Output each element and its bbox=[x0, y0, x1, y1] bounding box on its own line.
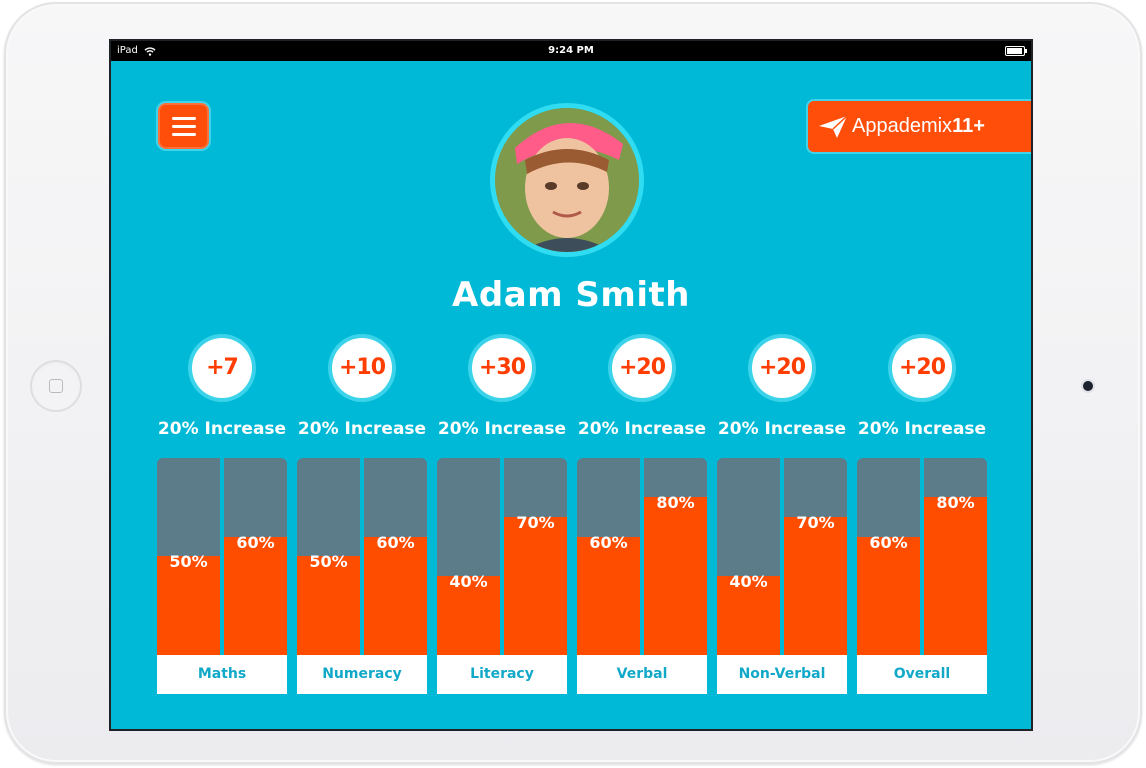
device-label: iPad bbox=[117, 45, 138, 56]
bar-fill bbox=[224, 537, 287, 655]
before-score-bar: 60% bbox=[857, 458, 920, 655]
bar-fill bbox=[857, 537, 920, 655]
bar-fill bbox=[924, 497, 987, 655]
status-time: 9:24 PM bbox=[548, 45, 594, 56]
score-change-badge: +20 bbox=[612, 338, 672, 398]
subject-column: +20 20% Increase 40% 70% Non-Verbal bbox=[717, 338, 847, 698]
before-score-bar: 50% bbox=[297, 458, 360, 655]
increase-text: 20% Increase bbox=[577, 419, 707, 439]
bar-percentage: 70% bbox=[796, 513, 835, 532]
after-score-bar: 70% bbox=[504, 458, 567, 655]
brand-name: Appademix bbox=[852, 115, 953, 137]
bar-percentage: 70% bbox=[516, 513, 555, 532]
bar-percentage: 60% bbox=[869, 533, 908, 552]
paper-plane-icon bbox=[819, 114, 848, 138]
student-avatar[interactable] bbox=[490, 103, 644, 257]
increase-text: 20% Increase bbox=[717, 419, 847, 439]
score-change-badge: +10 bbox=[332, 338, 392, 398]
bar-fill bbox=[504, 517, 567, 655]
before-score-bar: 40% bbox=[437, 458, 500, 655]
home-square-icon bbox=[49, 379, 63, 393]
subject-label[interactable]: Numeracy bbox=[297, 655, 427, 694]
after-score-bar: 70% bbox=[784, 458, 847, 655]
subject-label[interactable]: Overall bbox=[857, 655, 987, 694]
bar-fill bbox=[437, 576, 500, 655]
score-change-badge: +20 bbox=[752, 338, 812, 398]
bar-fill bbox=[577, 537, 640, 655]
menu-button[interactable] bbox=[158, 103, 209, 149]
bar-percentage: 80% bbox=[936, 493, 975, 512]
score-change-badge: +20 bbox=[892, 338, 952, 398]
hamburger-line bbox=[172, 125, 196, 128]
before-score-bar: 40% bbox=[717, 458, 780, 655]
score-change-badge: +30 bbox=[472, 338, 532, 398]
bar-percentage: 60% bbox=[236, 533, 275, 552]
battery-icon bbox=[1005, 46, 1027, 56]
bar-fill bbox=[364, 537, 427, 655]
bar-percentage: 60% bbox=[376, 533, 415, 552]
app-screen: iPad 9:24 PM Appademix 11+ bbox=[111, 41, 1031, 729]
after-score-bar: 80% bbox=[644, 458, 707, 655]
status-bar: iPad 9:24 PM bbox=[111, 41, 1031, 61]
subject-label[interactable]: Literacy bbox=[437, 655, 567, 694]
score-change-badge: +7 bbox=[192, 338, 252, 398]
subject-column: +20 20% Increase 60% 80% Overall bbox=[857, 338, 987, 698]
after-score-bar: 60% bbox=[364, 458, 427, 655]
after-score-bar: 80% bbox=[924, 458, 987, 655]
subject-column: +7 20% Increase 50% 60% Maths bbox=[157, 338, 287, 698]
subject-column: +20 20% Increase 60% 80% Verbal bbox=[577, 338, 707, 698]
subject-column: +10 20% Increase 50% 60% Numeracy bbox=[297, 338, 427, 698]
hamburger-line bbox=[172, 117, 196, 120]
increase-text: 20% Increase bbox=[437, 419, 567, 439]
wifi-icon bbox=[144, 46, 156, 56]
bar-fill bbox=[784, 517, 847, 655]
student-name: Adam Smith bbox=[452, 275, 690, 315]
after-score-bar: 60% bbox=[224, 458, 287, 655]
bar-percentage: 50% bbox=[309, 552, 348, 571]
subject-label[interactable]: Verbal bbox=[577, 655, 707, 694]
increase-text: 20% Increase bbox=[157, 419, 287, 439]
before-score-bar: 50% bbox=[157, 458, 220, 655]
before-score-bar: 60% bbox=[577, 458, 640, 655]
increase-text: 20% Increase bbox=[297, 419, 427, 439]
bar-fill bbox=[644, 497, 707, 655]
home-button[interactable] bbox=[30, 360, 82, 412]
brand-suffix: 11+ bbox=[952, 115, 985, 137]
increase-text: 20% Increase bbox=[857, 419, 987, 439]
subject-column: +30 20% Increase 40% 70% Literacy bbox=[437, 338, 567, 698]
brand-logo[interactable]: Appademix 11+ bbox=[808, 101, 1031, 152]
hamburger-line bbox=[172, 133, 196, 136]
bar-percentage: 40% bbox=[729, 572, 768, 591]
bar-percentage: 60% bbox=[589, 533, 628, 552]
avatar-photo bbox=[495, 108, 639, 252]
camera-icon bbox=[1083, 381, 1093, 391]
bar-percentage: 50% bbox=[169, 552, 208, 571]
bar-fill bbox=[297, 556, 360, 655]
subject-label[interactable]: Maths bbox=[157, 655, 287, 694]
bar-percentage: 80% bbox=[656, 493, 695, 512]
subject-label[interactable]: Non-Verbal bbox=[717, 655, 847, 694]
bar-percentage: 40% bbox=[449, 572, 488, 591]
bar-fill bbox=[157, 556, 220, 655]
bar-fill bbox=[717, 576, 780, 655]
